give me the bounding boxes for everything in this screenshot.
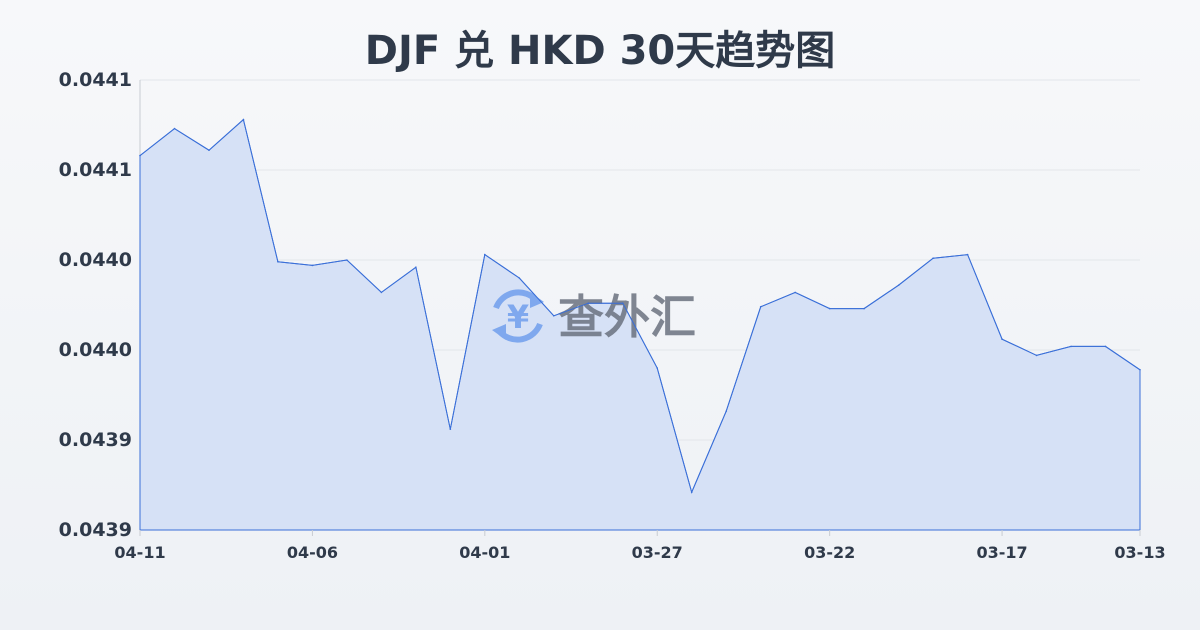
data-point bbox=[311, 264, 314, 267]
x-tick-label: 04-06 bbox=[287, 543, 338, 562]
watermark: ¥ 查外汇 bbox=[492, 289, 696, 344]
data-point bbox=[932, 257, 934, 260]
data-point bbox=[1070, 345, 1072, 348]
y-tick-label: 0.0439 bbox=[59, 429, 132, 451]
y-tick-label: 0.0440 bbox=[59, 249, 132, 271]
data-point bbox=[966, 253, 969, 256]
data-point bbox=[794, 291, 796, 294]
yen-exchange-icon: ¥ bbox=[492, 289, 544, 343]
chart-title: DJF 兑 HKD 30天趋势图 bbox=[364, 28, 836, 74]
data-point bbox=[1001, 338, 1003, 341]
data-point bbox=[552, 315, 555, 317]
data-point bbox=[1104, 345, 1107, 348]
y-tick-label: 0.0441 bbox=[59, 69, 132, 91]
data-point bbox=[828, 307, 831, 310]
x-tick-label: 03-17 bbox=[976, 543, 1027, 562]
data-point bbox=[897, 284, 900, 287]
y-tick-label: 0.0439 bbox=[59, 519, 132, 541]
series-line bbox=[139, 118, 1141, 494]
watermark-text: 查外汇 bbox=[558, 290, 696, 344]
data-point bbox=[139, 154, 141, 157]
svg-text:¥: ¥ bbox=[507, 298, 529, 336]
x-tick-label: 03-27 bbox=[632, 543, 683, 562]
data-point bbox=[587, 302, 590, 305]
data-point bbox=[346, 259, 348, 261]
data-point bbox=[518, 277, 521, 279]
data-point bbox=[1035, 354, 1038, 357]
data-point bbox=[449, 428, 452, 431]
data-point bbox=[863, 307, 865, 310]
y-tick-label: 0.0440 bbox=[59, 339, 132, 361]
data-point bbox=[277, 261, 279, 263]
data-point bbox=[1139, 369, 1141, 371]
data-point bbox=[415, 266, 417, 269]
data-point bbox=[725, 410, 728, 413]
data-point bbox=[621, 302, 624, 305]
data-point bbox=[690, 491, 693, 494]
data-point bbox=[759, 306, 762, 308]
data-point bbox=[656, 367, 659, 369]
x-tick-label: 04-11 bbox=[114, 543, 165, 562]
x-tick-label: 04-01 bbox=[459, 543, 510, 562]
y-tick-label: 0.0441 bbox=[59, 159, 132, 181]
data-point bbox=[242, 118, 245, 121]
data-point bbox=[484, 253, 486, 256]
data-point bbox=[208, 149, 210, 151]
data-point bbox=[173, 127, 176, 130]
x-tick-label: 03-22 bbox=[804, 543, 855, 562]
data-point bbox=[380, 291, 383, 294]
x-tick-label: 03-13 bbox=[1114, 543, 1165, 562]
